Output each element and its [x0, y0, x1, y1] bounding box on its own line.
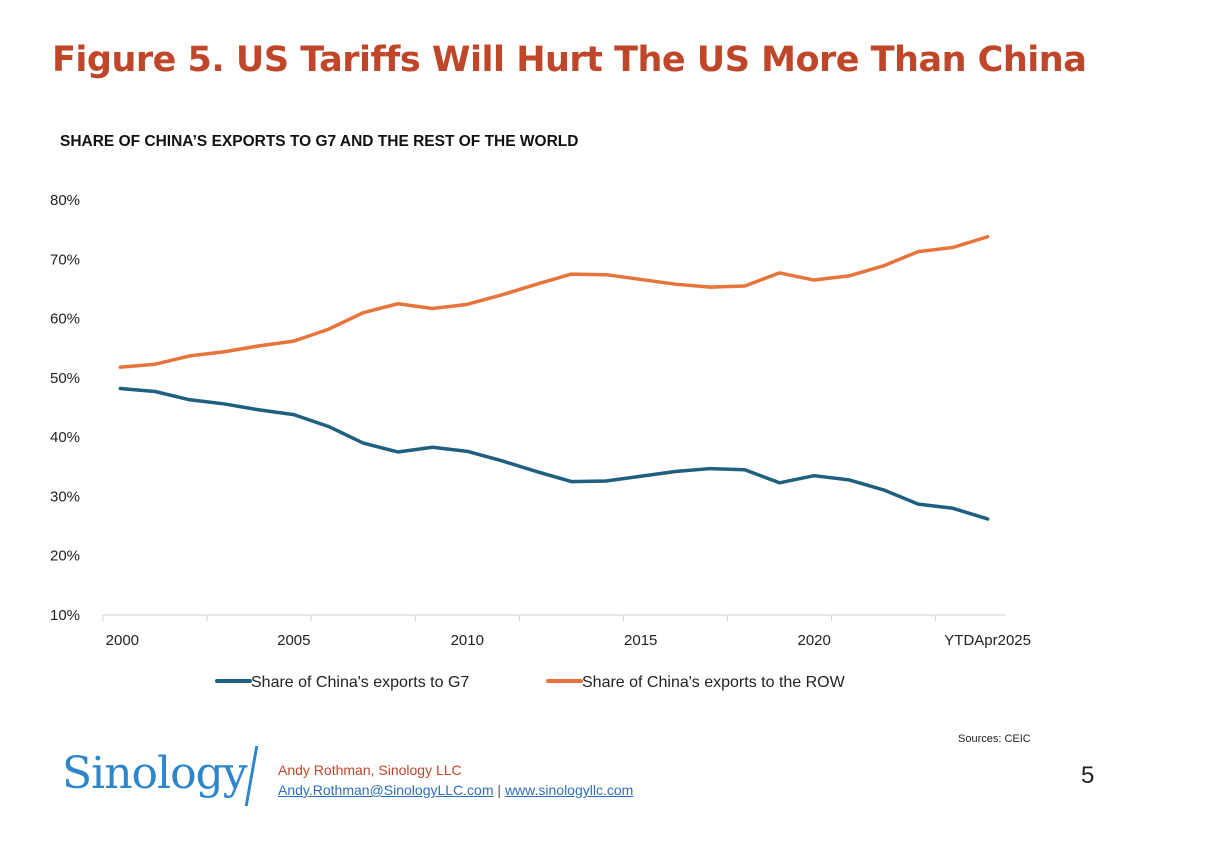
contact-line: Andy.Rothman@SinologyLLC.com | www.sinol…: [278, 782, 633, 798]
x-tick-label: 2005: [277, 632, 310, 649]
legend-label-g7: Share of China's exports to G7: [251, 674, 469, 691]
slide-title: Figure 5. US Tariffs Will Hurt The US Mo…: [52, 40, 1087, 80]
x-tick-label: 2000: [106, 632, 139, 649]
x-tick-label: 2010: [451, 632, 484, 649]
series-line-row: [118, 235, 990, 369]
email-link[interactable]: Andy.Rothman@SinologyLLC.com: [278, 782, 494, 798]
line-chart: 80% 70% 60% 50% 40% 30% 20% 10% 2000 2005 2010 2015…: [50, 192, 1031, 691]
y-tick-label: 20%: [50, 548, 80, 565]
y-tick-label: 70%: [50, 251, 80, 268]
y-tick-label: 30%: [50, 488, 80, 505]
sources-note: Sources: CEIC: [958, 733, 1031, 745]
x-tick-label: 2020: [798, 632, 831, 649]
y-tick-label: 80%: [50, 192, 80, 209]
y-tick-label: 40%: [50, 429, 80, 446]
y-tick-label: 60%: [50, 311, 80, 328]
series-line-g7: [118, 386, 990, 521]
page-number: 5: [1081, 762, 1095, 789]
legend-label-row: Share of China's exports to the ROW: [582, 674, 846, 691]
author-line: Andy Rothman, Sinology LLC: [278, 762, 462, 778]
sinology-logo: Sinology: [62, 748, 248, 799]
y-tick-label: 10%: [50, 607, 80, 624]
chart-title: SHARE OF CHINA’S EXPORTS TO G7 AND THE R…: [60, 133, 579, 150]
separator: |: [497, 782, 502, 798]
x-tick-label: YTDApr2025: [944, 632, 1031, 649]
website-link[interactable]: www.sinologyllc.com: [504, 782, 634, 798]
y-tick-label: 50%: [50, 370, 80, 387]
x-tick-label: 2015: [624, 632, 657, 649]
